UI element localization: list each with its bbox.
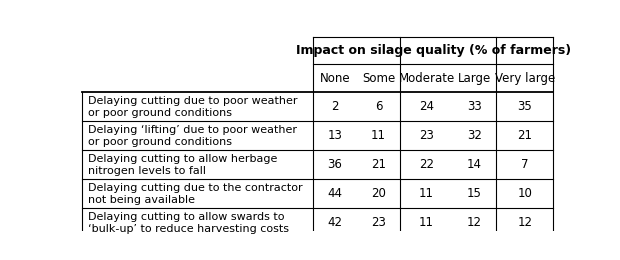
Text: 44: 44 <box>327 187 342 200</box>
Text: 21: 21 <box>517 129 533 142</box>
Text: None: None <box>319 72 350 85</box>
Text: Moderate: Moderate <box>399 72 454 85</box>
Text: 42: 42 <box>327 216 342 229</box>
Text: 14: 14 <box>467 158 482 171</box>
Text: 12: 12 <box>467 216 482 229</box>
Text: Impact on silage quality (% of farmers): Impact on silage quality (% of farmers) <box>296 44 570 57</box>
Text: 2: 2 <box>331 100 339 113</box>
Text: 33: 33 <box>467 100 482 113</box>
Text: Delaying cutting to allow swards to
‘bulk-up’ to reduce harvesting costs: Delaying cutting to allow swards to ‘bul… <box>88 212 289 234</box>
Text: Delaying ‘lifting’ due to poor weather
or poor ground conditions: Delaying ‘lifting’ due to poor weather o… <box>88 125 297 147</box>
Text: 23: 23 <box>371 216 386 229</box>
Text: 12: 12 <box>517 216 533 229</box>
Text: 24: 24 <box>419 100 434 113</box>
Text: 7: 7 <box>521 158 529 171</box>
Text: 10: 10 <box>517 187 532 200</box>
Text: 13: 13 <box>327 129 342 142</box>
Text: 11: 11 <box>419 216 434 229</box>
Text: 21: 21 <box>371 158 386 171</box>
Text: 36: 36 <box>327 158 342 171</box>
Text: 35: 35 <box>518 100 532 113</box>
Text: Some: Some <box>362 72 395 85</box>
Text: 15: 15 <box>467 187 482 200</box>
Text: Very large: Very large <box>495 72 555 85</box>
Text: 11: 11 <box>419 187 434 200</box>
Text: Delaying cutting due to the contractor
not being available: Delaying cutting due to the contractor n… <box>88 183 303 205</box>
Text: Large: Large <box>458 72 491 85</box>
Text: 23: 23 <box>419 129 434 142</box>
Text: 11: 11 <box>371 129 386 142</box>
Text: 32: 32 <box>467 129 482 142</box>
Text: 20: 20 <box>371 187 386 200</box>
Text: Delaying cutting to allow herbage
nitrogen levels to fall: Delaying cutting to allow herbage nitrog… <box>88 154 277 176</box>
Text: 6: 6 <box>374 100 383 113</box>
Text: 22: 22 <box>419 158 434 171</box>
Text: Delaying cutting due to poor weather
or poor ground conditions: Delaying cutting due to poor weather or … <box>88 96 298 118</box>
